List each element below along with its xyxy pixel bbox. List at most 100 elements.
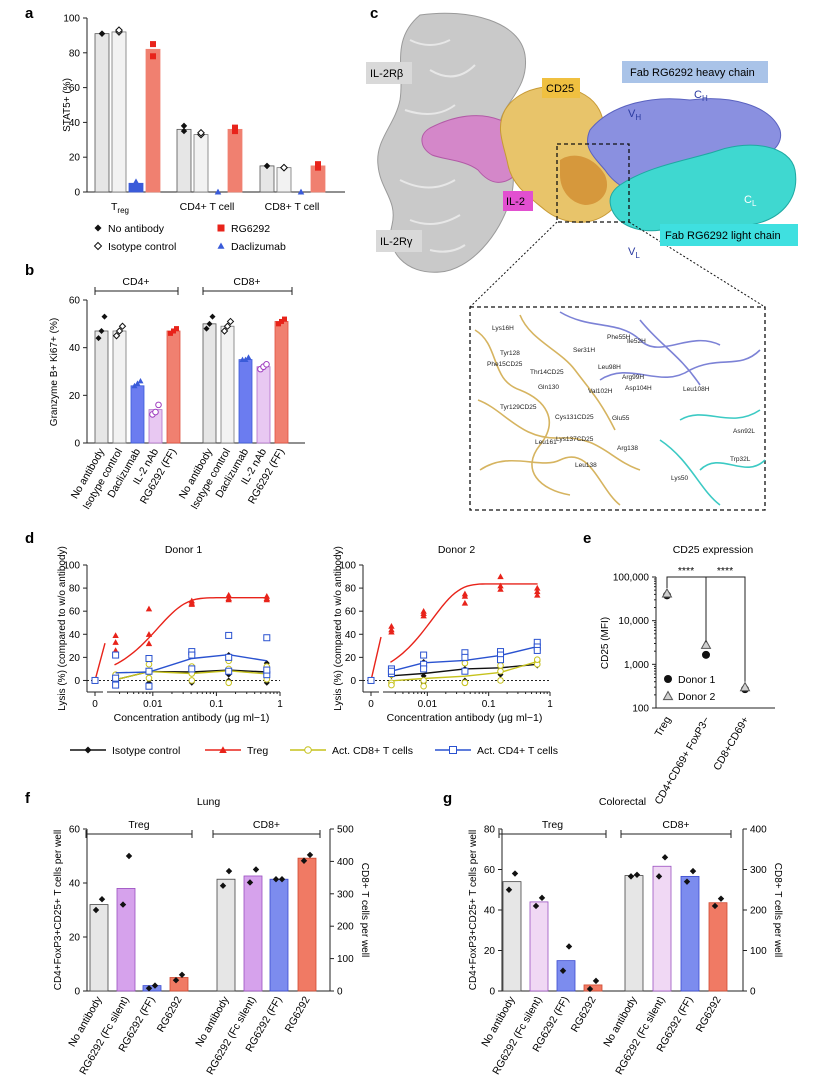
- vl-label: VL: [628, 246, 640, 260]
- g-point-cd8: [633, 871, 641, 878]
- d2-ytick-label: 80: [345, 584, 357, 595]
- b-point: [242, 356, 249, 362]
- g-ytick-label-right: 0: [750, 987, 756, 998]
- a-legend-no-antibody: No antibody: [108, 223, 165, 235]
- b-bar: [220, 325, 235, 444]
- f-bar-cd8: [269, 878, 289, 992]
- d-legend-marker: [84, 746, 92, 754]
- g-group-label: Treg: [542, 819, 563, 831]
- f-bar-cd8: [297, 857, 317, 992]
- f-bar-cd8: [216, 878, 236, 992]
- inset-residue-label: Lys50: [671, 475, 688, 482]
- e-legend-donor1: Donor 1: [678, 674, 716, 686]
- d1-point: [263, 634, 271, 642]
- a-legend-isotype: Isotype control: [108, 241, 176, 253]
- g-title: Colorectal: [599, 796, 646, 808]
- e-ytick-label: 10,000: [618, 616, 649, 627]
- d1-point: [225, 667, 233, 675]
- e-ylabel: CD25 (MFI): [600, 617, 611, 669]
- a-ytick-label: 20: [69, 153, 81, 164]
- b-bar: [274, 321, 289, 444]
- d1-ytick-label: 0: [74, 676, 80, 687]
- inset-residue-label: Leu98H: [598, 364, 621, 371]
- f-ytick-label-right: 500: [337, 825, 354, 836]
- g-bar-treg: [529, 901, 549, 992]
- f-point-cd8: [219, 882, 227, 889]
- d2-curve-start: [370, 636, 382, 681]
- inset-residue-label: Tyr129CD25: [500, 404, 537, 411]
- f-point-cd8: [306, 851, 314, 859]
- il2-helix: [421, 115, 525, 183]
- d1-point: [112, 674, 120, 682]
- f-point-cd8: [252, 866, 260, 873]
- inset-ribbons: [474, 311, 766, 506]
- f-ytick-label-right: 400: [337, 857, 354, 868]
- d2-xtick-label: 0.01: [418, 699, 438, 710]
- f-ylabel-right: CD8+ T cells per well: [359, 863, 370, 957]
- d1-point: [145, 631, 153, 637]
- d2-xtick-label: 0: [368, 699, 374, 710]
- a-legend-rg6292: RG6292: [231, 223, 270, 235]
- d1-point: [145, 682, 153, 690]
- d1-point: [188, 601, 195, 607]
- g-ytick-label-left: 80: [484, 825, 496, 836]
- d1-title: Donor 1: [165, 544, 203, 556]
- panel-c-structure: IL-2Rβ IL-2Rγ CD25 IL-2 Fab RG6292 heavy…: [366, 12, 798, 511]
- d-legend-marker: [219, 746, 227, 754]
- b-group-cd4: CD4+: [122, 276, 149, 288]
- f-point-cd8: [300, 857, 308, 864]
- e-legend-marker-donor2: [662, 690, 674, 701]
- d1-point: [188, 665, 196, 673]
- b-bar: [94, 330, 109, 444]
- g-category-label: RG6292: [694, 994, 724, 1034]
- b-point: [171, 328, 176, 334]
- d2-point: [534, 588, 541, 595]
- d1-ylabel: Lysis (%) (compared to w/o antibody): [57, 546, 68, 711]
- f-bar-treg: [116, 888, 136, 992]
- f-title: Lung: [197, 796, 221, 808]
- panel-letter-g: g: [443, 790, 452, 807]
- d2-ytick-label: 60: [345, 607, 357, 618]
- inset-residue-label: Ser31H: [573, 347, 595, 354]
- b-point: [203, 325, 210, 332]
- il2rb-label: IL-2Rβ: [370, 68, 403, 80]
- d1-point: [263, 666, 271, 674]
- il2rg-label: IL-2Rγ: [380, 236, 413, 248]
- g-bar-cd8: [652, 865, 672, 992]
- d2-ytick-label: 40: [345, 630, 357, 641]
- d1-point: [225, 631, 233, 639]
- inset-residue-label: Cys131CD25: [555, 414, 594, 421]
- a-bar-isotype-control: [193, 134, 209, 193]
- f-point-treg: [178, 971, 186, 978]
- light-chain-surface: [609, 144, 797, 232]
- d-legend-label: Act. CD4+ T cells: [477, 745, 558, 757]
- d1-point: [112, 651, 120, 659]
- g-point-treg: [511, 870, 519, 877]
- a-bar-isotype-control: [111, 31, 127, 193]
- inset-residue-label: Val102H: [588, 388, 613, 395]
- b-group-cd8: CD8+: [233, 276, 260, 288]
- d2-point: [420, 651, 428, 659]
- f-point-cd8: [225, 867, 233, 875]
- e-ytick-label: 1,000: [624, 660, 649, 671]
- d2-xlabel: Concentration antibody (μg ml−1): [387, 712, 543, 724]
- f-point-treg: [145, 985, 153, 992]
- a-legend-marker-isotype: [93, 241, 103, 251]
- g-point-treg: [592, 977, 600, 985]
- d1-point: [188, 677, 196, 684]
- g-point-cd8: [627, 873, 635, 880]
- zoom-line-right: [628, 221, 766, 308]
- g-bar-cd8: [680, 875, 700, 992]
- b-point: [282, 316, 287, 322]
- b-point: [155, 401, 162, 409]
- g-bar-cd8: [708, 902, 728, 992]
- e-category-label: CD8+CD69+: [711, 715, 751, 773]
- cd25-interface: [560, 155, 608, 205]
- a-point: [115, 26, 123, 35]
- f-ytick-label-left: 0: [74, 987, 80, 998]
- d1-point: [225, 591, 232, 598]
- f-ytick-label-left: 20: [69, 933, 81, 944]
- d2-point: [461, 599, 469, 606]
- a-ytick-label: 100: [63, 14, 80, 25]
- a-point: [197, 128, 205, 137]
